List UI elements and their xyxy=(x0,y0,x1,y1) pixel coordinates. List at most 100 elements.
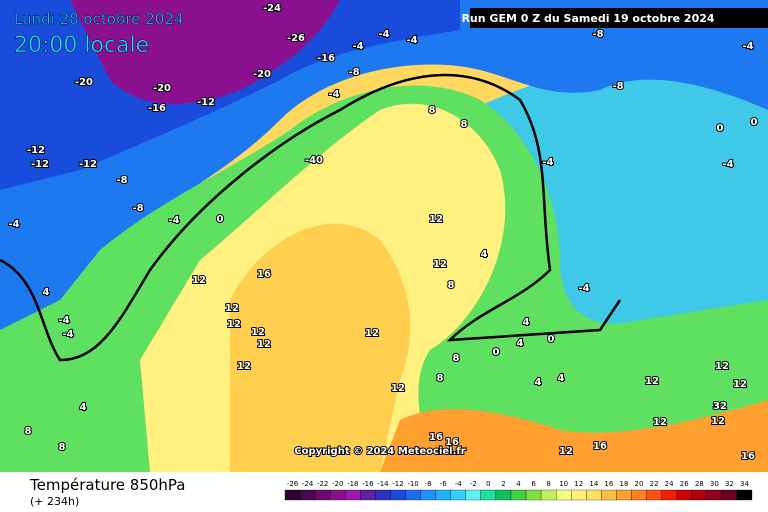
legend-swatch xyxy=(345,489,361,501)
legend-label: -24 xyxy=(302,480,314,488)
contour-label: 0 xyxy=(548,334,555,345)
legend-label: 20 xyxy=(635,480,644,488)
legend-swatch xyxy=(314,489,331,501)
contour-label: 12 xyxy=(365,328,379,339)
contour-label: 8 xyxy=(429,105,436,116)
contour-label: 16 xyxy=(741,451,755,462)
legend-swatch xyxy=(420,489,436,501)
contour-label: 4 xyxy=(558,373,565,384)
legend-label: -16 xyxy=(362,480,374,488)
contour-label: 4 xyxy=(43,287,50,298)
legend-label: 32 xyxy=(725,480,734,488)
contour-label: 12 xyxy=(715,361,729,372)
contour-label: 16 xyxy=(445,437,459,448)
contour-label: 16 xyxy=(593,441,607,452)
contour-label: 12 xyxy=(227,319,241,330)
contour-label: 8 xyxy=(448,280,455,291)
contour-label: 12 xyxy=(251,327,265,338)
contour-label: 16 xyxy=(257,269,271,280)
legend-label: 28 xyxy=(695,480,704,488)
legend-label: -22 xyxy=(317,480,328,488)
contour-label: -4 xyxy=(406,35,417,46)
contour-label: -4 xyxy=(578,283,589,294)
contour-label: -4 xyxy=(378,29,389,40)
contour-label: 32 xyxy=(713,401,727,412)
legend-swatch xyxy=(510,489,527,501)
footer-title: Température 850hPa xyxy=(29,476,186,494)
contour-label: -4 xyxy=(742,41,753,52)
time: 20:00 locale xyxy=(14,33,149,58)
legend-swatch xyxy=(676,489,692,501)
contour-label: 4 xyxy=(523,317,530,328)
contour-label: -8 xyxy=(116,175,127,186)
legend-label: 26 xyxy=(680,480,689,488)
contour-label: 0 xyxy=(751,117,758,128)
contour-label: -8 xyxy=(348,67,359,78)
legend-label: -6 xyxy=(440,480,448,488)
legend-swatch xyxy=(706,489,723,501)
legend-swatch xyxy=(360,489,376,501)
legend-label: 22 xyxy=(650,480,659,488)
map: -24 -26 -4 -4 -4 -8 -4 -20 -20 -20 -16 -8 -12 -16 -4 -8… xyxy=(0,0,768,473)
legend-label: -18 xyxy=(347,480,358,488)
legend-label: -14 xyxy=(377,480,389,488)
date: Lundi 28 octobre 2024 xyxy=(14,10,183,28)
contour-label: 12 xyxy=(257,339,271,350)
contour-label: 12 xyxy=(237,361,251,372)
contour-label: -24 xyxy=(263,3,281,14)
legend-swatch xyxy=(465,489,481,501)
legend-label: 14 xyxy=(589,480,598,488)
contour-label: -12 xyxy=(79,159,97,170)
contour-label: 12 xyxy=(645,376,659,387)
legend-swatch xyxy=(616,489,632,501)
run-box xyxy=(470,8,768,28)
warm-region xyxy=(230,223,411,472)
contour-label: 12 xyxy=(733,379,747,390)
legend-swatch xyxy=(586,489,602,501)
contour-label: 16 xyxy=(429,432,443,443)
legend-label: 12 xyxy=(574,480,583,488)
contour-label: -4 xyxy=(58,315,69,326)
legend-swatch xyxy=(330,489,346,501)
contour-label: 0 xyxy=(717,123,724,134)
legend-label: -8 xyxy=(425,480,432,488)
contour-label: 4 xyxy=(517,338,524,349)
legend-label: 0 xyxy=(486,480,490,488)
legend-swatch xyxy=(556,489,572,501)
contour-label: 12 xyxy=(429,214,443,225)
legend-swatch xyxy=(525,489,542,501)
contour-label: 8 xyxy=(437,373,444,384)
contour-label: -4 xyxy=(352,41,363,52)
contour-label: 12 xyxy=(391,383,405,394)
contour-label: -4 xyxy=(722,159,733,170)
contour-label: 0 xyxy=(493,347,500,358)
contour-label: 12 xyxy=(225,303,239,314)
map-labels: -24 -26 -4 -4 -4 -8 -4 -20 -20 -20 -16 -8 -12 -16 -4 -8… xyxy=(7,2,758,463)
contour-label: -16 xyxy=(317,53,335,64)
legend-swatch xyxy=(405,489,421,501)
contour-label: -12 xyxy=(27,145,45,156)
legend-label: 34 xyxy=(740,480,749,488)
contour-label: -12 xyxy=(197,97,215,108)
legend-swatch xyxy=(601,489,617,501)
contour-label: 12 xyxy=(653,417,667,428)
contour-label: -40 xyxy=(305,155,323,166)
contour-label: -4 xyxy=(8,219,19,230)
legend-swatch xyxy=(284,489,301,501)
legend-label: -4 xyxy=(455,480,463,488)
contour-label: -4 xyxy=(168,215,179,226)
contour-label: -8 xyxy=(592,29,603,40)
contour-label: -26 xyxy=(287,33,305,44)
legend-swatch xyxy=(495,489,512,501)
legend-label: 16 xyxy=(604,480,613,488)
contour-label: -8 xyxy=(132,203,143,214)
contour-label: -20 xyxy=(253,69,271,80)
contour-label: 4 xyxy=(481,249,488,260)
legend-label: 18 xyxy=(619,480,628,488)
contour-label: -16 xyxy=(148,103,166,114)
legend-label: 4 xyxy=(516,480,521,488)
legend-label: 2 xyxy=(501,480,505,488)
legend: -26 -24 -22 -20 -18 -16 -14 -12 -10 -8 -6 -4 -2 0 2 4 6 8… xyxy=(284,480,753,501)
legend-label: -2 xyxy=(470,480,477,488)
